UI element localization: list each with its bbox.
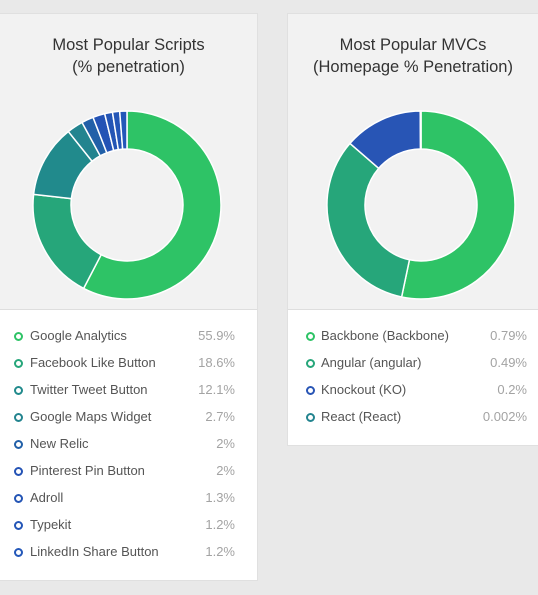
mvcs-title-line1: Most Popular MVCs — [339, 36, 487, 54]
legend-dot-icon — [14, 386, 23, 395]
legend-item-linkedin-share-button[interactable]: LinkedIn Share Button 1.2% — [0, 542, 257, 569]
scripts-donut-chart — [32, 110, 222, 300]
legend-item-facebook-like-button[interactable]: Facebook Like Button 18.6% — [0, 353, 257, 380]
mvcs-title-line2: (Homepage % Penetration) — [313, 58, 513, 76]
scripts-chart-area: Most Popular Scripts (% penetration) — [0, 14, 257, 310]
popular-mvcs-card: Most Popular MVCs (Homepage % Penetratio… — [288, 14, 538, 445]
legend-label: React (React) — [321, 409, 402, 424]
scripts-title-line2: (% penetration) — [72, 58, 185, 76]
legend-dot-icon — [14, 467, 23, 476]
legend-dot-icon — [306, 413, 315, 422]
popular-scripts-card: Most Popular Scripts (% penetration) Goo… — [0, 14, 257, 580]
legend-label: Backbone (Backbone) — [321, 328, 449, 343]
legend-dot-icon — [306, 332, 315, 341]
mvcs-legend: Backbone (Backbone) 0.79% Angular (angular… — [288, 310, 538, 434]
donut-slice-google-analytics[interactable] — [82, 110, 222, 300]
legend-value: 2% — [216, 463, 235, 478]
legend-label: Angular (angular) — [321, 355, 422, 370]
legend-value: 0.79% — [490, 328, 527, 343]
legend-value: 0.49% — [490, 355, 527, 370]
legend-label: Facebook Like Button — [30, 355, 156, 370]
donut-slice-angular-angular[interactable] — [326, 142, 411, 298]
legend-label: Pinterest Pin Button — [30, 463, 145, 478]
legend-dot-icon — [14, 521, 23, 530]
legend-label: Twitter Tweet Button — [30, 382, 148, 397]
scripts-legend: Google Analytics 55.9% Facebook Like Butto… — [0, 310, 257, 569]
legend-value: 1.3% — [205, 490, 235, 505]
donut-slice-backbone-backbone[interactable] — [400, 110, 516, 300]
legend-item-angular-angular[interactable]: Angular (angular) 0.49% — [288, 353, 538, 380]
mvcs-chart-area: Most Popular MVCs (Homepage % Penetratio… — [288, 14, 538, 310]
legend-value: 0.002% — [482, 409, 527, 424]
legend-dot-icon — [14, 548, 23, 557]
legend-item-adroll[interactable]: Adroll 1.3% — [0, 488, 257, 515]
legend-value: 12.1% — [198, 382, 235, 397]
legend-dot-icon — [306, 359, 315, 368]
legend-item-pinterest-pin-button[interactable]: Pinterest Pin Button 2% — [0, 461, 257, 488]
scripts-title-line1: Most Popular Scripts — [52, 36, 205, 54]
legend-dot-icon — [14, 332, 23, 341]
legend-dot-icon — [14, 413, 23, 422]
legend-label: Knockout (KO) — [321, 382, 407, 397]
legend-value: 1.2% — [205, 517, 235, 532]
legend-value: 55.9% — [198, 328, 235, 343]
legend-dot-icon — [14, 359, 23, 368]
legend-label: LinkedIn Share Button — [30, 544, 159, 559]
legend-item-knockout-ko[interactable]: Knockout (KO) 0.2% — [288, 380, 538, 407]
donut-slice-react-react[interactable] — [419, 110, 422, 150]
legend-value: 2.7% — [205, 409, 235, 424]
legend-item-twitter-tweet-button[interactable]: Twitter Tweet Button 12.1% — [0, 380, 257, 407]
donut-slice-linkedin-share-button[interactable] — [118, 110, 128, 150]
legend-item-new-relic[interactable]: New Relic 2% — [0, 434, 257, 461]
mvcs-donut-chart — [326, 110, 516, 300]
legend-label: Adroll — [30, 490, 64, 505]
legend-item-typekit[interactable]: Typekit 1.2% — [0, 515, 257, 542]
scripts-chart-title: Most Popular Scripts (% penetration) — [0, 34, 257, 78]
legend-value: 1.2% — [205, 544, 235, 559]
legend-value: 0.2% — [497, 382, 527, 397]
legend-dot-icon — [306, 386, 315, 395]
legend-dot-icon — [14, 494, 23, 503]
legend-item-react-react[interactable]: React (React) 0.002% — [288, 407, 538, 434]
mvcs-chart-title: Most Popular MVCs (Homepage % Penetratio… — [288, 34, 538, 78]
legend-label: Google Analytics — [30, 328, 127, 343]
donut-slice-facebook-like-button[interactable] — [32, 193, 103, 290]
legend-item-backbone-backbone[interactable]: Backbone (Backbone) 0.79% — [288, 326, 538, 353]
legend-value: 18.6% — [198, 355, 235, 370]
legend-label: New Relic — [30, 436, 89, 451]
legend-label: Google Maps Widget — [30, 409, 152, 424]
legend-item-google-maps-widget[interactable]: Google Maps Widget 2.7% — [0, 407, 257, 434]
legend-label: Typekit — [30, 517, 72, 532]
legend-value: 2% — [216, 436, 235, 451]
legend-dot-icon — [14, 440, 23, 449]
legend-item-google-analytics[interactable]: Google Analytics 55.9% — [0, 326, 257, 353]
